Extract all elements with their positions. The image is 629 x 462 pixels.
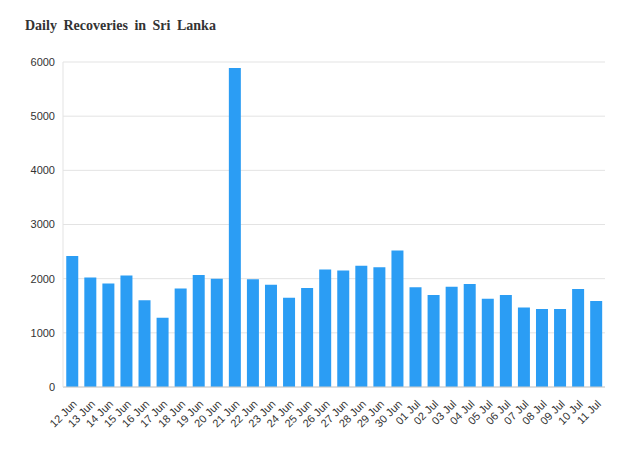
svg-text:08 Jul: 08 Jul (519, 397, 549, 427)
svg-text:15 Jun: 15 Jun (101, 397, 134, 430)
svg-text:16 Jun: 16 Jun (119, 397, 152, 430)
svg-text:24 Jun: 24 Jun (264, 397, 296, 430)
svg-text:22 Jun: 22 Jun (227, 397, 260, 430)
svg-text:02 Jul: 02 Jul (411, 397, 441, 427)
svg-text:5000: 5000 (31, 110, 55, 122)
svg-text:01 Jul: 01 Jul (393, 397, 423, 427)
svg-text:21 Jun: 21 Jun (209, 397, 242, 430)
svg-text:20 Jun: 20 Jun (191, 397, 224, 430)
svg-text:04 Jul: 04 Jul (447, 397, 477, 427)
svg-text:29 Jun: 29 Jun (354, 397, 387, 430)
svg-text:07 Jul: 07 Jul (501, 397, 531, 427)
svg-text:10 Jul: 10 Jul (555, 397, 585, 427)
svg-text:6000: 6000 (31, 56, 55, 68)
svg-text:05 Jul: 05 Jul (465, 397, 495, 427)
svg-text:2000: 2000 (31, 273, 55, 285)
svg-text:23 Jun: 23 Jun (246, 397, 278, 430)
svg-text:25 Jun: 25 Jun (282, 397, 314, 430)
svg-text:12 Jun: 12 Jun (47, 397, 80, 430)
svg-text:06 Jul: 06 Jul (483, 397, 513, 427)
svg-text:3000: 3000 (31, 218, 55, 230)
svg-text:19 Jun: 19 Jun (173, 397, 206, 430)
svg-text:28 Jun: 28 Jun (336, 397, 369, 430)
svg-text:11 Jul: 11 Jul (574, 398, 603, 427)
svg-text:09 Jul: 09 Jul (537, 397, 567, 427)
svg-text:0: 0 (49, 381, 55, 393)
html-text:Daily Recoveries in Sri Lanka: Daily Recoveries in Sri Lanka (25, 18, 216, 33)
svg-text:1000: 1000 (31, 327, 55, 339)
svg-text:14 Jun: 14 Jun (83, 397, 116, 430)
svg-text:26 Jun: 26 Jun (300, 397, 332, 430)
svg-text:30 Jun: 30 Jun (372, 397, 405, 430)
svg-text:17 Jun: 17 Jun (137, 397, 170, 430)
svg-text:4000: 4000 (31, 164, 55, 176)
svg-text:18 Jun: 18 Jun (155, 397, 188, 430)
svg-text:13 Jun: 13 Jun (65, 397, 98, 430)
svg-text:03 Jul: 03 Jul (429, 397, 459, 427)
svg-text:27 Jun: 27 Jun (318, 397, 351, 430)
